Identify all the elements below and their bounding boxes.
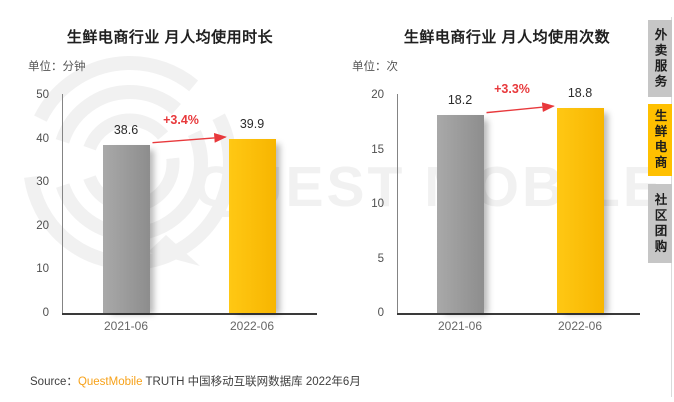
- x-category-label: 2021-06: [437, 319, 483, 333]
- sidebar-tab-3[interactable]: 社区团购: [648, 184, 672, 263]
- y-tick-label: 30: [36, 176, 49, 189]
- y-axis-line: [397, 94, 398, 313]
- y-tick-label: 10: [371, 198, 384, 210]
- x-category-label: 2022-06: [229, 319, 275, 333]
- unit-label: 单位：次: [352, 61, 398, 73]
- y-tick-label: 50: [36, 89, 49, 101]
- sidebar-tab-1[interactable]: 外卖服务: [648, 20, 672, 97]
- growth-arrow: [486, 102, 555, 114]
- y-tick-label: 15: [371, 143, 384, 156]
- source-line: Source：QuestMobile TRUTH 中国移动互联网数据库 2022…: [30, 373, 361, 389]
- x-axis-line: [62, 313, 317, 315]
- source-brand-questmobile: QuestMobile: [77, 376, 143, 388]
- y-tick-label: 20: [371, 89, 384, 101]
- y-tick-label: 10: [36, 263, 49, 276]
- bar-2021-06: [436, 114, 484, 313]
- chart-title: 生鲜电商行业 月人均使用时长: [66, 29, 274, 46]
- bar-value-label: 18.8: [567, 86, 593, 101]
- bar-value-label: 18.2: [447, 92, 473, 107]
- y-tick-label: 5: [377, 252, 384, 265]
- y-axis-line: [62, 94, 63, 313]
- y-tick-label: 0: [377, 307, 384, 319]
- y-tick-label: 40: [36, 132, 49, 145]
- chart-title: 生鲜电商行业 月人均使用次数: [403, 29, 611, 46]
- chart-monthly-usage-duration: 生鲜电商行业 月人均使用时长 单位：分钟 50 40 30 20 10 0 38.6 2021…: [0, 0, 340, 360]
- bar-value-label: 38.6: [113, 122, 139, 137]
- sidebar-tab-2[interactable]: 生鲜电商: [648, 104, 672, 176]
- source-prefix: Source：: [30, 376, 78, 388]
- chart-monthly-usage-frequency: 生鲜电商行业 月人均使用次数 单位：次 20 15 10 5 0 18.2 2021-06 1…: [340, 0, 674, 360]
- x-category-label: 2022-06: [557, 319, 603, 333]
- x-category-label: 2021-06: [103, 319, 149, 333]
- bar-2022-06: [228, 139, 276, 313]
- bar-2021-06: [102, 144, 150, 313]
- growth-percent-label: +3.4%: [163, 113, 199, 128]
- unit-label: 单位：分钟: [28, 61, 86, 73]
- bar-value-label: 39.9: [239, 117, 265, 132]
- growth-arrow: [152, 133, 227, 144]
- y-tick-label: 0: [42, 307, 49, 319]
- y-tick-label: 20: [36, 219, 49, 232]
- source-suffix: TRUTH 中国移动互联网数据库 2022年6月: [142, 376, 361, 388]
- bar-2022-06: [556, 108, 604, 313]
- growth-percent-label: +3.3%: [494, 82, 530, 97]
- x-axis-line: [397, 313, 640, 315]
